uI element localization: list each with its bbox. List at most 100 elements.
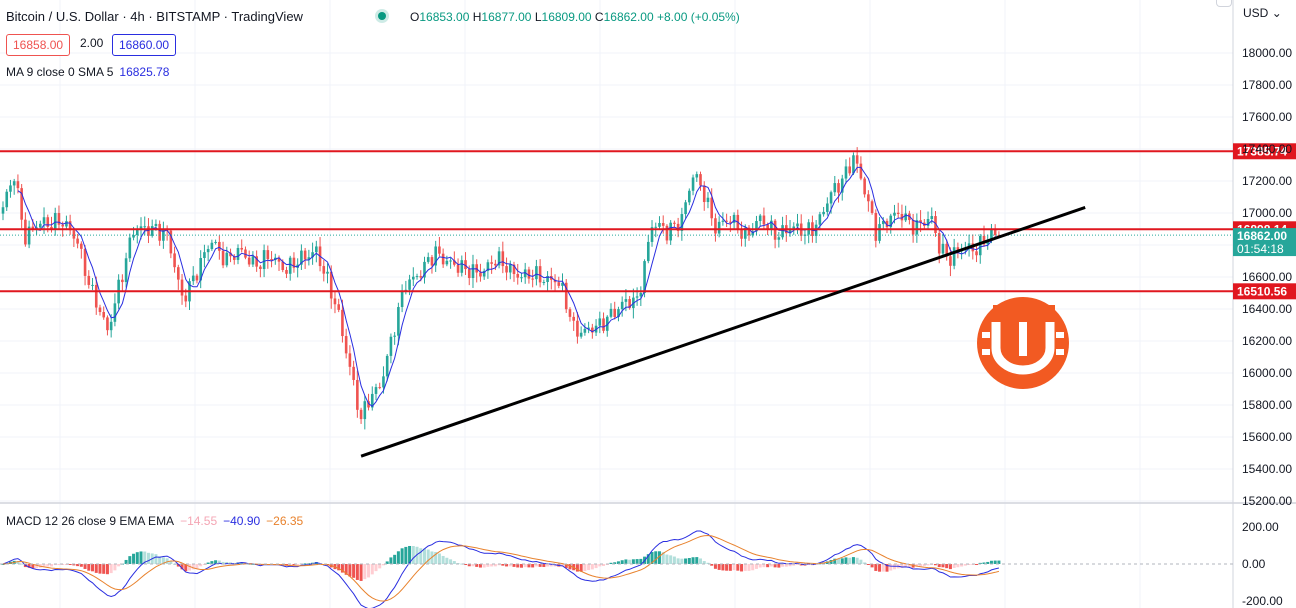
candle bbox=[613, 301, 617, 320]
macd-hist-bar bbox=[505, 564, 509, 567]
open-value: 16853.00 bbox=[419, 10, 470, 24]
candle-body bbox=[990, 228, 993, 241]
candle bbox=[378, 382, 382, 390]
candle bbox=[337, 298, 340, 313]
candle-body bbox=[930, 216, 934, 220]
candle-body bbox=[792, 226, 796, 230]
candle-body bbox=[270, 259, 273, 261]
candle-body bbox=[725, 220, 728, 222]
candle bbox=[781, 216, 784, 240]
macd-hist-bar bbox=[598, 564, 602, 567]
price-tick-label: 15400.00 bbox=[1242, 462, 1292, 476]
macd-hist-bar bbox=[564, 564, 568, 568]
candle-body bbox=[643, 261, 646, 293]
candle bbox=[39, 220, 42, 230]
candle bbox=[199, 250, 202, 289]
macd-hist-bar bbox=[105, 564, 109, 575]
candle bbox=[98, 304, 102, 316]
ma-legend[interactable]: MA 9 close 0 SMA 5 16825.78 bbox=[6, 65, 169, 79]
price-tick-label: 17000.00 bbox=[1242, 206, 1292, 220]
candle-body bbox=[501, 251, 505, 267]
macd-hist-bar bbox=[344, 564, 348, 575]
candle bbox=[412, 267, 415, 287]
chart-title: Bitcoin / U.S. Dollar · 4h · BITSTAMP · … bbox=[6, 9, 303, 24]
candle-body bbox=[497, 251, 501, 266]
macd-hist-bar bbox=[807, 564, 811, 565]
candle-body bbox=[975, 251, 978, 256]
candle-body bbox=[919, 220, 922, 223]
candle bbox=[311, 242, 314, 265]
current-price-bg bbox=[1233, 228, 1296, 257]
macd-hist-bar bbox=[561, 564, 564, 567]
macd-hist-bar bbox=[542, 564, 546, 568]
level-label-bg bbox=[1233, 143, 1296, 160]
candle-body bbox=[333, 298, 337, 305]
macd-hist-bar bbox=[35, 564, 39, 569]
macd-hist-bar bbox=[1, 564, 5, 565]
candle-body bbox=[867, 194, 870, 202]
macd-hist-bar bbox=[512, 564, 516, 567]
candle bbox=[158, 220, 161, 246]
candle-body bbox=[684, 202, 687, 215]
candle bbox=[195, 273, 199, 284]
candle-body bbox=[896, 212, 900, 214]
candle bbox=[747, 225, 751, 241]
candle-body bbox=[665, 225, 669, 241]
ma-legend-label: MA 9 close 0 SMA 5 bbox=[6, 65, 114, 79]
macd-hist-bar bbox=[628, 559, 632, 564]
candle bbox=[602, 312, 605, 334]
macd-hist-bar bbox=[68, 564, 72, 565]
candle-body bbox=[680, 214, 684, 231]
candle-body bbox=[277, 257, 281, 262]
candle bbox=[232, 254, 236, 265]
candle-body bbox=[714, 218, 717, 234]
candle-body bbox=[139, 226, 143, 230]
macd-hist-bar bbox=[863, 562, 867, 564]
candle-body bbox=[356, 379, 359, 410]
collapse-panel-button[interactable] bbox=[1216, 0, 1232, 7]
macd-hist-bar bbox=[355, 564, 359, 580]
macd-hist-bar bbox=[191, 564, 195, 570]
candle bbox=[430, 254, 434, 274]
macd-hist-bar bbox=[169, 560, 173, 564]
candle-body bbox=[956, 247, 960, 251]
macd-hist-bar bbox=[76, 564, 80, 567]
candle bbox=[844, 159, 848, 184]
candle bbox=[16, 174, 20, 194]
macd-hist-bar bbox=[784, 564, 788, 567]
candle-body bbox=[740, 230, 743, 239]
macd-hist-bar bbox=[915, 564, 919, 567]
candle bbox=[837, 179, 840, 203]
macd-hist-bar bbox=[781, 564, 785, 567]
candle bbox=[210, 239, 214, 251]
candle-body bbox=[482, 270, 486, 277]
macd-hist-bar bbox=[523, 564, 527, 568]
candle bbox=[684, 199, 687, 219]
candle bbox=[225, 246, 229, 268]
currency-selector[interactable]: USD ⌄ bbox=[1243, 6, 1282, 20]
price-tick-label: 17600.00 bbox=[1242, 110, 1292, 124]
buy-button[interactable]: 16860.00 bbox=[112, 34, 177, 56]
macd-legend[interactable]: MACD 12 26 close 9 EMA EMA −14.55 −40.90 −2… bbox=[6, 514, 303, 528]
candle bbox=[926, 211, 930, 231]
candle bbox=[415, 273, 419, 280]
candle bbox=[706, 192, 710, 209]
candle-body bbox=[91, 284, 94, 286]
low-value: 16809.00 bbox=[541, 10, 592, 24]
candle bbox=[370, 386, 374, 411]
candle bbox=[579, 326, 583, 339]
candle-body bbox=[210, 242, 214, 250]
macd-hist-bar bbox=[467, 564, 471, 567]
candle bbox=[303, 247, 307, 269]
candle-body bbox=[934, 216, 937, 234]
candle bbox=[464, 252, 467, 276]
macd-hist-bar bbox=[516, 564, 520, 568]
macd-hist-bar bbox=[91, 564, 95, 572]
sell-button[interactable]: 16858.00 bbox=[6, 34, 71, 56]
high-value: 16877.00 bbox=[481, 10, 532, 24]
candle-body bbox=[747, 227, 751, 236]
macd-pane: 200.00 0.00 -200.00 bbox=[0, 520, 1283, 608]
candle-body bbox=[639, 292, 643, 297]
macd-hist-bar bbox=[725, 564, 729, 571]
